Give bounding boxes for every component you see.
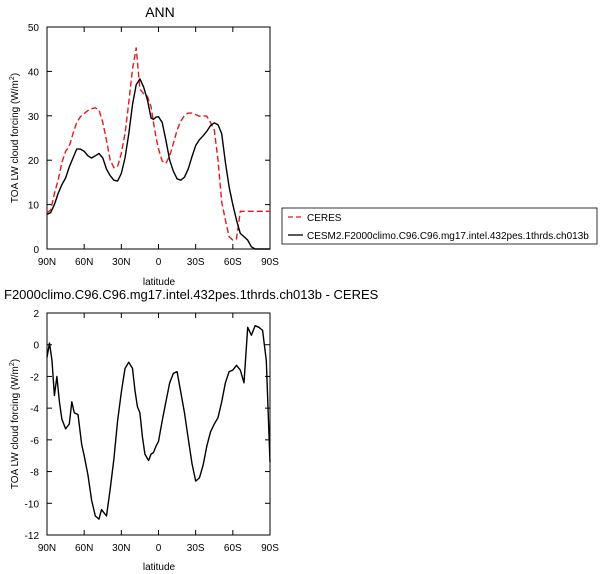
bottom-x-tick-label: 90N — [38, 543, 56, 554]
bottom-x-tick-label: 30N — [112, 543, 130, 554]
bottom-y-tick-label: -8 — [30, 468, 39, 479]
bottom-x-tick-label: 60N — [75, 543, 93, 554]
bottom-y-tick-label: -6 — [30, 436, 39, 447]
top-y-axis-label: TOA LW cloud forcing (W/m2) — [9, 73, 21, 203]
bottom-x-tick-label: 60S — [224, 543, 242, 554]
bottom-y-axis-label-sup: 2 — [9, 362, 16, 366]
bottom-x-tick-label: 30S — [187, 543, 205, 554]
top-series-line-0 — [46, 47, 270, 241]
legend-label-ceres: CERES — [307, 213, 342, 224]
top-panel: ANN 0 10 20 30 40 50 90N 60N 30N 0 30S 60S 90S lati… — [9, 4, 279, 288]
top-plot-lines — [46, 47, 270, 250]
top-x-tick-label: 30N — [112, 257, 130, 268]
top-y-axis-label-main: TOA LW cloud forcing (W/m — [10, 80, 21, 203]
top-x-ticks: 90N 60N 30N 0 30S 60S 90S — [38, 27, 279, 268]
legend-box — [281, 207, 598, 245]
top-x-tick-label: 60S — [224, 257, 242, 268]
top-y-axis-label-sup: 2 — [9, 76, 16, 80]
top-y-tick-label: 50 — [28, 23, 40, 34]
top-x-tick-label: 90N — [38, 257, 56, 268]
top-y-ticks: 0 10 20 30 40 50 — [28, 23, 270, 256]
bottom-plot-lines — [46, 325, 271, 520]
top-x-axis-label: latitude — [143, 277, 176, 288]
bottom-y-axis-label-main: TOA LW cloud forcing (W/m — [10, 366, 21, 489]
bottom-y-tick-label: 0 — [33, 341, 39, 352]
top-y-tick-label: 10 — [28, 201, 40, 212]
bottom-plot-frame — [46, 312, 271, 536]
bottom-y-tick-label: -4 — [30, 404, 39, 415]
bottom-y-tick-label: 2 — [33, 309, 39, 320]
bottom-y-tick-label: -12 — [25, 531, 40, 542]
bottom-y-ticks: -12 -10 -8 -6 -4 -2 0 2 — [25, 309, 270, 542]
bottom-y-axis-label: TOA LW cloud forcing (W/m2) — [9, 359, 21, 489]
top-y-tick-label: 30 — [28, 112, 40, 123]
top-y-tick-label: 0 — [33, 245, 39, 256]
bottom-x-ticks: 90N 60N 30N 0 30S 60S 90S — [38, 313, 279, 554]
legend: CERES CESM2.F2000climo.C96.C96.mg17.inte… — [281, 207, 598, 245]
top-y-tick-label: 20 — [28, 156, 40, 167]
bottom-x-tick-label: 90S — [261, 543, 279, 554]
bottom-y-tick-label: -10 — [25, 499, 40, 510]
bottom-x-tick-label: 0 — [156, 543, 162, 554]
top-series-line-1 — [46, 78, 270, 250]
top-x-tick-label: 90S — [261, 257, 279, 268]
top-plot-frame — [46, 26, 271, 250]
legend-label-model: CESM2.F2000climo.C96.C96.mg17.intel.432p… — [307, 231, 589, 242]
bottom-x-axis-label: latitude — [143, 562, 176, 573]
top-y-axis-label-close: ) — [10, 73, 21, 76]
bottom-chart-title: F2000climo.C96.C96.mg17.intel.432pes.1th… — [4, 287, 379, 302]
bottom-y-axis-label-close: ) — [10, 359, 21, 362]
top-y-tick-label: 40 — [28, 67, 40, 78]
bottom-series-line-0 — [46, 325, 271, 520]
bottom-panel: F2000climo.C96.C96.mg17.intel.432pes.1th… — [4, 287, 379, 573]
top-chart-title: ANN — [145, 4, 175, 20]
bottom-y-tick-label: -2 — [30, 372, 39, 383]
top-x-tick-label: 0 — [156, 257, 162, 268]
top-x-tick-label: 30S — [187, 257, 205, 268]
top-x-tick-label: 60N — [75, 257, 93, 268]
